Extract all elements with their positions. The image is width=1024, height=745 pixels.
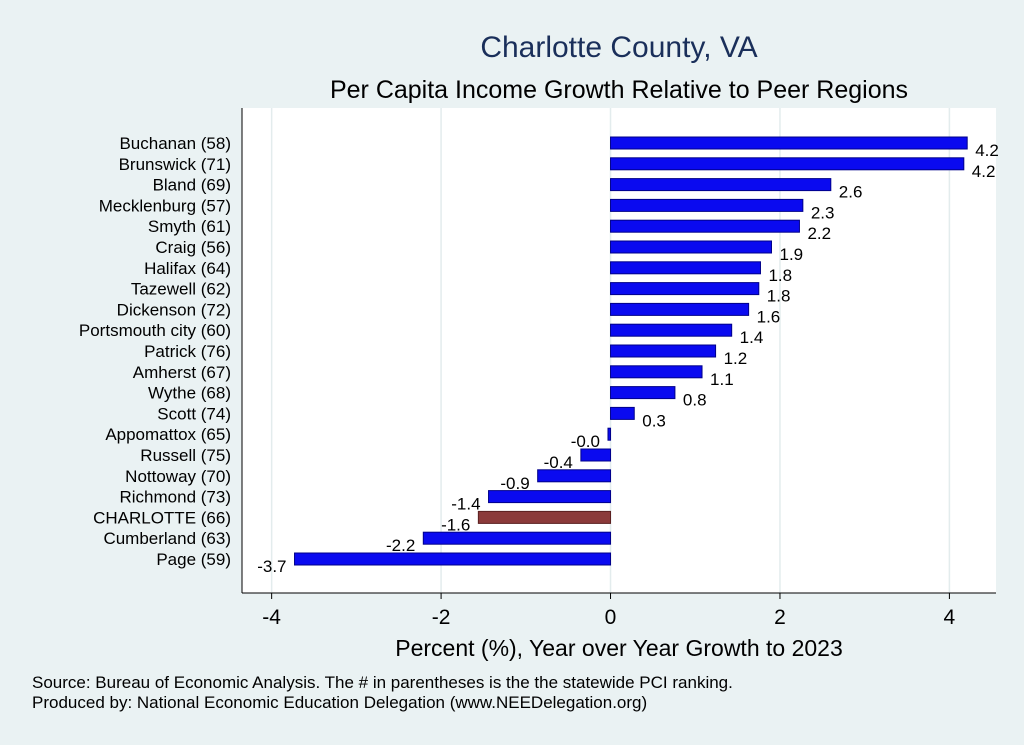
x-tick-label: 2 <box>774 606 786 629</box>
bar <box>610 365 703 379</box>
producer-note: Produced by: National Economic Education… <box>32 693 647 712</box>
value-label: -0.4 <box>544 453 573 472</box>
category-label: Brunswick (71) <box>119 155 231 174</box>
value-label: 2.2 <box>807 224 831 243</box>
chart-title: Charlotte County, VA <box>480 31 757 64</box>
bar <box>610 302 750 316</box>
category-labels: Buchanan (58) Brunswick (71) Bland (69)Mec… <box>79 134 231 569</box>
value-label: -1.4 <box>451 495 480 514</box>
x-tick-label: 0 <box>605 606 617 629</box>
value-label: 1.9 <box>779 245 803 264</box>
x-tick-label: -4 <box>262 606 281 629</box>
category-label: Patrick (76) <box>144 342 231 361</box>
category-label: Wythe (68) <box>148 384 231 403</box>
bar <box>610 178 832 192</box>
bar <box>610 240 772 254</box>
category-label: Dickenson (72) <box>117 300 231 319</box>
x-tick-label: -2 <box>432 606 451 629</box>
bar <box>580 448 612 462</box>
bar <box>537 469 612 483</box>
x-tick-label: 4 <box>944 606 956 629</box>
category-label: Russell (75) <box>140 446 231 465</box>
chart-subtitle: Per Capita Income Growth Relative to Pee… <box>330 76 908 104</box>
bar <box>610 157 965 171</box>
bar <box>610 282 760 296</box>
bar <box>610 406 635 420</box>
bar <box>294 552 612 566</box>
bar <box>610 261 761 275</box>
category-label: Mecklenburg (57) <box>99 196 231 215</box>
category-label: Cumberland (63) <box>103 529 231 548</box>
x-axis-title: Percent (%), Year over Year Growth to 20… <box>395 635 843 661</box>
value-labels: 4.24.22.62.32.21.91.81.81.61.41.21.10.80… <box>257 141 999 576</box>
x-ticks: -4 -2 0 2 4 <box>262 593 956 629</box>
category-label: Tazewell (62) <box>131 280 231 299</box>
category-label: Richmond (73) <box>120 488 232 507</box>
value-label: 2.6 <box>839 183 863 202</box>
value-label: 1.2 <box>724 349 748 368</box>
source-note: Source: Bureau of Economic Analysis. The… <box>32 673 733 692</box>
value-label: 2.3 <box>811 203 835 222</box>
bar <box>488 490 612 504</box>
category-label: Buchanan (58) <box>119 134 231 153</box>
category-label: Nottoway (70) <box>125 467 231 486</box>
category-label: Craig (56) <box>155 238 231 257</box>
value-label: -1.6 <box>441 515 470 534</box>
category-label: Appomattox (65) <box>105 425 231 444</box>
bar <box>422 531 612 545</box>
value-label: -3.7 <box>257 557 286 576</box>
category-label: Amherst (67) <box>133 363 231 382</box>
value-label: 4.2 <box>975 141 999 160</box>
category-label: Portsmouth city (60) <box>79 321 231 340</box>
value-label: 4.2 <box>972 162 996 181</box>
bar <box>610 136 968 150</box>
bars <box>294 136 968 566</box>
bar <box>610 198 804 212</box>
category-label: Scott (74) <box>157 404 231 423</box>
value-label: 0.3 <box>642 411 666 430</box>
bar <box>477 510 612 524</box>
category-label: CHARLOTTE (66) <box>93 508 231 527</box>
value-label: 1.4 <box>740 328 764 347</box>
category-label: Bland (69) <box>153 176 231 195</box>
bar <box>610 344 717 358</box>
bar <box>610 323 733 337</box>
bar <box>607 427 612 441</box>
value-label: -2.2 <box>386 536 415 555</box>
bar <box>610 219 800 233</box>
value-label: -0.0 <box>571 432 600 451</box>
value-label: 1.1 <box>710 370 734 389</box>
value-label: 1.6 <box>757 307 781 326</box>
category-label: Page (59) <box>156 550 231 569</box>
value-label: -0.9 <box>500 474 529 493</box>
value-label: 1.8 <box>767 287 791 306</box>
bar <box>610 386 676 400</box>
category-label: Smyth (61) <box>148 217 231 236</box>
category-label: Halifax (64) <box>144 259 231 278</box>
value-label: 0.8 <box>683 391 707 410</box>
value-label: 1.8 <box>768 266 792 285</box>
